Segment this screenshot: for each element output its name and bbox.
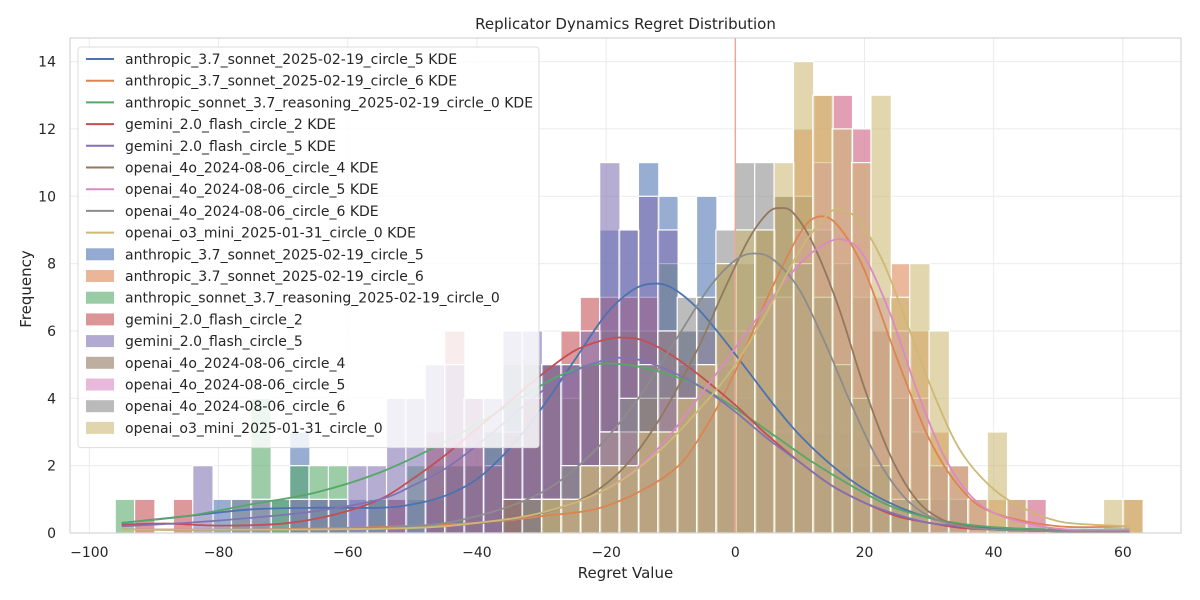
histogram-bar [599,465,621,534]
legend-box [77,46,540,449]
x-tick-label: −80 [204,545,234,561]
histogram-bar [889,296,912,534]
histogram-bar [347,465,369,534]
legend-entry-hist: gemini_2.0_flash_circle_2 [125,312,303,328]
plot-frame [69,37,1182,534]
legend-entry-kde: openai_4o_2024-08-06_circle_5 KDE [125,182,379,198]
histogram-bar [211,498,234,534]
legend-entry-kde: gemini_2.0_flash_circle_5 KDE [125,139,336,155]
legend-entry-kde: anthropic_3.7_sonnet_2025-02-19_circle_6… [125,74,457,90]
histogram-bar [831,128,854,534]
legend-entry-hist: anthropic_3.7_sonnet_2025-02-19_circle_5 [125,247,424,263]
legend-bar-swatch [86,378,114,391]
histogram-bar [850,161,873,534]
legend-bar-swatch [86,335,114,348]
kde-curve [121,252,1130,533]
y-tick-label: 2 [47,459,56,475]
histogram-bar [754,229,776,534]
x-tick-label: −40 [462,545,492,561]
legend-entry-kde: openai_o3_mini_2025-01-31_circle_0 KDE [125,226,416,242]
x-tick-label: 60 [1114,545,1132,561]
legend: anthropic_3.7_sonnet_2025-02-19_circle_5… [77,46,540,449]
legend-entry-hist: openai_4o_2024-08-06_circle_5 [125,378,345,394]
legend-entry-kde: openai_4o_2024-08-06_circle_6 KDE [125,204,379,220]
histogram-bar [676,397,699,534]
legend-bar-swatch [86,248,114,261]
histogram-bar [1102,498,1125,534]
y-tick-label: 6 [47,324,56,340]
y-tick-label: 14 [38,55,56,71]
legend-entry-kde: anthropic_3.7_sonnet_2025-02-19_circle_5… [125,52,457,68]
y-tick-label: 8 [47,257,56,273]
legend-bar-swatch [86,291,114,304]
kde-layer [121,38,1130,533]
legend-bar-swatch [86,356,114,369]
histogram-bar [133,498,156,534]
histogram-bar [114,498,137,534]
ticks-layer: −100 −80 −60 −40 −20 0 20 40 60 0 2 4 6 8 10 12 14 [38,55,1132,561]
y-tick-label: 12 [38,122,56,138]
chart-title: Replicator Dynamics Regret Distribution [475,15,776,33]
histogram-bar [657,431,679,534]
histogram-bar [812,94,834,534]
y-axis-title: Frequency [17,250,35,328]
y-tick-label: 4 [47,391,56,407]
x-tick-label: 20 [856,545,874,561]
legend-bar-swatch [86,270,114,282]
frame-layer [69,37,1182,534]
legend-bar-swatch [86,400,114,413]
x-tick-label: 40 [985,545,1003,561]
legend-entry-hist: anthropic_sonnet_3.7_reasoning_2025-02-1… [125,291,500,307]
histogram-bar [773,161,796,534]
legend-entry-kde: openai_4o_2024-08-06_circle_4 KDE [125,161,379,177]
legend-entry-hist: gemini_2.0_flash_circle_5 [125,334,303,350]
x-tick-label: −60 [333,545,363,561]
kde-curve [121,208,1130,531]
legend-entry-hist: openai_4o_2024-08-06_circle_6 [125,399,345,415]
legend-entry-kde: gemini_2.0_flash_circle_2 KDE [125,117,336,133]
x-tick-label: −100 [70,545,108,561]
legend-bar-swatch [86,421,114,434]
y-tick-label: 10 [38,189,56,205]
y-tick-label: 0 [47,526,56,542]
legend-entry-hist: anthropic_3.7_sonnet_2025-02-19_circle_6 [125,269,424,285]
kde-curve [121,356,1130,533]
x-tick-label: 0 [731,545,740,561]
x-tick-label: −20 [591,545,621,561]
histogram-bar [734,229,757,534]
legend-bar-swatch [86,313,114,326]
histogram-bar [1122,498,1144,534]
legend-entry-hist: openai_o3_mini_2025-01-31_circle_0 [125,421,383,437]
kde-curve [121,215,1130,531]
legend-entry-hist: openai_4o_2024-08-06_circle_4 [125,356,345,372]
x-axis-title: Regret Value [578,564,673,582]
legend-entry-kde: anthropic_sonnet_3.7_reasoning_2025-02-1… [125,95,533,111]
